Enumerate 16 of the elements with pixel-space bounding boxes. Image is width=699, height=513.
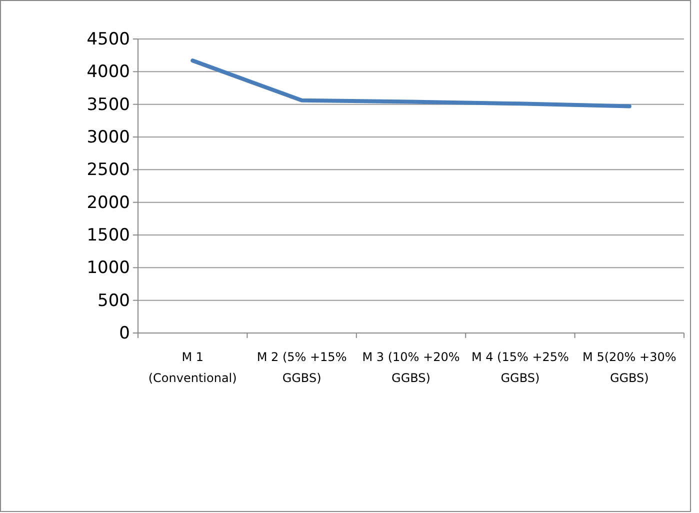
y-tick-label: 0	[119, 323, 130, 344]
y-tick-label: 2500	[86, 160, 130, 180]
y-tick-label: 1500	[86, 225, 130, 246]
y-tick-label: 3500	[86, 94, 130, 115]
line-series	[190, 58, 632, 108]
y-tick-label: 3000	[86, 127, 130, 148]
y-tick-label: 4500	[86, 29, 130, 50]
x-tick-label: M 2 (5% +15% GGBS)	[256, 350, 347, 385]
x-tick-label: M 5(20% +30% GGBS)	[582, 350, 676, 385]
x-tick-label: M 4 (15% +25% GGBS)	[471, 350, 569, 385]
y-tick-label: 2000	[86, 192, 130, 213]
y-tick-label: 4000	[86, 62, 130, 82]
x-tick-label: M 3 (10% +20% GGBS)	[362, 350, 460, 385]
y-tick-label: 1000	[86, 258, 130, 278]
x-tick-label: M 1 (Conventional)	[148, 350, 237, 385]
y-tick-label: 500	[98, 290, 130, 311]
